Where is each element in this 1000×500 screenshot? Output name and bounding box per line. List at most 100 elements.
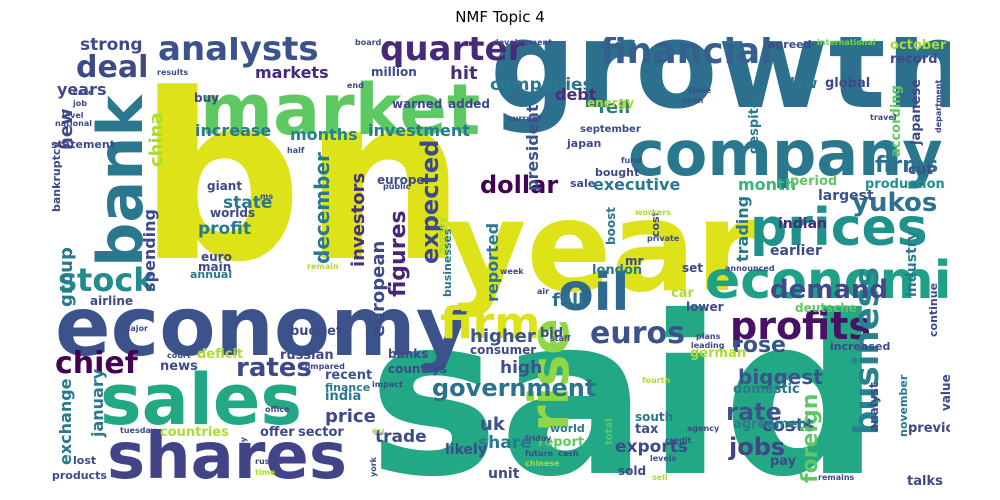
cloud-word-price: price [325, 406, 376, 427]
cloud-word-staff: staff [550, 334, 571, 343]
cloud-word-russian: russian [280, 348, 334, 363]
cloud-word-german: german [690, 346, 747, 361]
cloud-word-profits: profits [730, 304, 871, 348]
cloud-word-sector: sector [298, 425, 344, 440]
cloud-word-euro: euro [201, 250, 232, 264]
cloud-word-reported: reported [483, 222, 502, 302]
cloud-word-analysts: analysts [158, 37, 319, 69]
cloud-word-agreement: agreement [733, 417, 813, 432]
cloud-word-company: company [628, 117, 943, 190]
cloud-word-shares: shares [107, 420, 347, 487]
cloud-word-announced: announced [725, 264, 775, 273]
cloud-word-office: office [265, 405, 290, 414]
cloud-word-trade: trade [375, 427, 427, 447]
cloud-word-compared: compared [300, 362, 345, 371]
cloud-word-said: said [368, 269, 881, 487]
cloud-word-chinese: chinese [525, 459, 560, 468]
cloud-word-ms: ms [260, 192, 274, 201]
cloud-word-products: products [52, 469, 107, 482]
cloud-word-sold: sold [618, 464, 647, 478]
cloud-word-higher: higher [470, 326, 536, 347]
cloud-word-global: global [825, 76, 871, 91]
cloud-word-end: end [347, 81, 364, 90]
cloud-word-workers: workers [635, 208, 672, 217]
cloud-word-state: state [223, 193, 273, 213]
cloud-word-mr: mr [625, 254, 644, 268]
cloud-word-money: money [437, 216, 448, 254]
cloud-word-uk: uk [480, 414, 505, 435]
cloud-word-airline: airline [90, 294, 134, 308]
cloud-word-major: major [122, 324, 148, 333]
cloud-word-oil: oil [558, 263, 630, 323]
cloud-word-level: level [62, 111, 84, 120]
cloud-word-week: week [500, 267, 524, 276]
cloud-word-cash: cash [558, 449, 579, 458]
cloud-word-london: london [592, 263, 643, 278]
word-cloud: bn said growth year economy market company sale… [50, 37, 950, 487]
cloud-word-euros: euros [590, 316, 685, 351]
cloud-word-international: international [817, 38, 876, 47]
cloud-word-low: low [790, 76, 818, 92]
cloud-word-private: private [647, 234, 680, 243]
cloud-word-fourth: fourth [642, 376, 671, 385]
cloud-word-continue: continue [927, 282, 940, 337]
cloud-word-record: record [890, 52, 938, 67]
cloud-word-foreign: foreign [798, 393, 823, 483]
cloud-word-pay: pay [770, 454, 797, 469]
cloud-word-current: current [508, 114, 542, 123]
cloud-word-sell: sell [652, 473, 668, 482]
cloud-word-group: group [56, 247, 77, 307]
cloud-word-strong: strong [80, 37, 143, 55]
cloud-word-investment: investment [368, 121, 470, 140]
cloud-word-job: job [73, 99, 87, 108]
cloud-word-finance: finance [325, 381, 371, 394]
cloud-word-banks: banks [388, 347, 429, 361]
cloud-word-news: news [160, 359, 198, 374]
cloud-word-lower: lower [686, 300, 724, 314]
cloud-word-lost: lost [73, 454, 97, 467]
cloud-word-remains: remains [818, 473, 855, 482]
cloud-word-cut: cut [908, 162, 933, 178]
cloud-word-demand: demand [770, 275, 889, 305]
cloud-word-likely: likely [445, 442, 487, 458]
cloud-word-december: december [310, 152, 334, 264]
cloud-word-despite: despite [747, 99, 762, 154]
cloud-word-economy: economy [55, 280, 470, 375]
cloud-word-bankruptcy: bankruptcy [50, 141, 63, 212]
cloud-word-recent: recent [325, 368, 373, 383]
cloud-word-financial: financial [600, 37, 773, 72]
cloud-word-increase: increase [195, 121, 272, 140]
cloud-word-remain: remain [307, 262, 339, 271]
cloud-word-share: share [478, 433, 532, 453]
cloud-word-department: department [934, 79, 943, 133]
cloud-word-biggest: biggest [738, 365, 823, 389]
cloud-word-leading: leading [691, 341, 725, 350]
cloud-word-seen: seen [682, 96, 704, 105]
cloud-word-bought: bought [595, 166, 640, 179]
cloud-word-executive: executive [593, 175, 681, 194]
cloud-word-agreed: agreed [768, 38, 812, 51]
cloud-word-warned: warned [392, 97, 443, 111]
chart-title: NMF Topic 4 [455, 8, 545, 26]
cloud-word-deal: deal [76, 50, 149, 85]
cloud-word-air: air [537, 287, 550, 296]
cloud-word-countries: countries [160, 425, 229, 440]
cloud-word-investors: investors [348, 172, 369, 267]
cloud-word-stock: stock [58, 261, 155, 299]
cloud-word-york: york [369, 457, 378, 477]
cloud-word-spending: spending [140, 209, 159, 292]
cloud-word-market: market [200, 69, 481, 151]
cloud-word-analyst: analyst [867, 382, 881, 432]
cloud-word-public: public [383, 182, 411, 191]
cloud-word-value: value [939, 374, 950, 411]
cloud-word-annual: annual [190, 268, 233, 281]
cloud-word-court: court [167, 351, 191, 360]
cloud-word-half: half [287, 146, 305, 155]
cloud-word-months: months [290, 125, 358, 144]
cloud-word-case: case [73, 88, 94, 97]
cloud-word-exchange: exchange [56, 378, 75, 465]
cloud-word-unit: unit [488, 466, 520, 482]
cloud-word-fell: fell [598, 97, 631, 118]
cloud-word-set: set [682, 261, 704, 275]
cloud-word-time: time [255, 468, 276, 477]
